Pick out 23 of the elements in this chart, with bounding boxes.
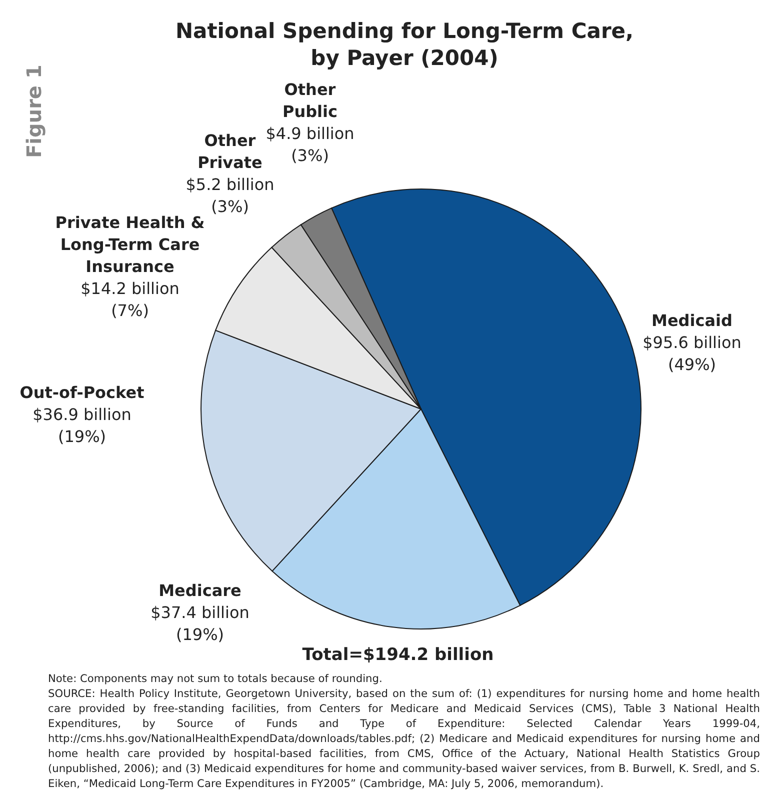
data-label: $14.2 billion <box>80 279 180 298</box>
slice-label: Private Health & Long-Term Care Insurance <box>55 213 205 276</box>
text: Total=$194.2 billion <box>302 645 494 665</box>
data-label: $37.4 billion <box>150 603 250 622</box>
chart-title: National Spending for Long-Term Care, by Payer (2004) <box>174 18 635 72</box>
data-label: $4.9 billion <box>266 124 354 143</box>
slice-label: Other Private <box>198 131 263 172</box>
text: (3%) <box>291 146 329 165</box>
data-label: $36.9 billion <box>32 405 132 424</box>
text: (49%) <box>668 355 716 374</box>
text: (19%) <box>58 427 106 446</box>
text: Note: Components may not sum to totals because of rounding. <box>48 672 384 687</box>
slice-label: Medicaid <box>652 311 732 330</box>
slice-label: Medicare <box>158 581 242 600</box>
slice-label: Other Public <box>282 80 338 121</box>
data-label: $5.2 billion <box>186 175 274 194</box>
caption: Figure 1 <box>22 64 46 158</box>
slice-label: Out-of-Pocket <box>20 383 145 402</box>
source-note: SOURCE: Health Policy Institute, Georgetown University, based on the sum of: (1) expenditures for nursing home and home health care provided by free-standing facilities, from Centers for Medicare and Medicaid Services (CMS), Table 3 National Health Expenditures, by Source of Funds and Type of Expenditure: Selected Calendar Years 1999-04, http://cms.hhs.gov/NationalHealthExpendData/downloads/tables.pdf; (2) Medicare and Medicaid expenditures for nursing home and home health care provided by hospital-based facilities, from CMS, Office of the Actuary, National Health Statistics Group (unpublished, 2006); and (3) Medicaid expenditures for home and community-based waiver services, from B. Burwell, K. Sredl, and S. Eiken, “Medicaid Long-Term Care Expenditures in FY2005” (Cambridge, MA: July 5, 2006, memorandum). <box>48 687 760 792</box>
text: (19%) <box>176 625 224 644</box>
data-label: $95.6 billion <box>642 333 742 352</box>
text: (3%) <box>211 197 249 216</box>
text: (7%) <box>111 301 149 320</box>
